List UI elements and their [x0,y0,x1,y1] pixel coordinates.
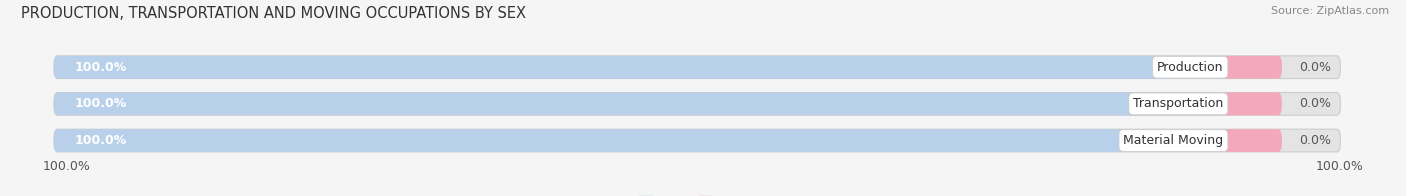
Text: 100.0%: 100.0% [75,61,127,74]
Legend: Male, Female: Male, Female [634,191,772,196]
FancyBboxPatch shape [53,56,1340,79]
Text: Production: Production [1157,61,1223,74]
Text: 100.0%: 100.0% [42,160,90,173]
Text: 0.0%: 0.0% [1299,134,1331,147]
FancyBboxPatch shape [1223,93,1282,115]
Text: 0.0%: 0.0% [1299,97,1331,110]
Text: 100.0%: 100.0% [75,134,127,147]
FancyBboxPatch shape [53,56,1223,79]
Text: Source: ZipAtlas.com: Source: ZipAtlas.com [1271,6,1389,16]
FancyBboxPatch shape [1223,56,1282,79]
FancyBboxPatch shape [53,93,1340,115]
Text: PRODUCTION, TRANSPORTATION AND MOVING OCCUPATIONS BY SEX: PRODUCTION, TRANSPORTATION AND MOVING OC… [21,6,526,21]
Text: Transportation: Transportation [1133,97,1223,110]
FancyBboxPatch shape [53,129,1223,152]
Text: 100.0%: 100.0% [75,97,127,110]
Text: 100.0%: 100.0% [1316,160,1364,173]
Text: 0.0%: 0.0% [1299,61,1331,74]
Text: Material Moving: Material Moving [1123,134,1223,147]
FancyBboxPatch shape [53,93,1223,115]
FancyBboxPatch shape [53,129,1340,152]
FancyBboxPatch shape [1223,129,1282,152]
